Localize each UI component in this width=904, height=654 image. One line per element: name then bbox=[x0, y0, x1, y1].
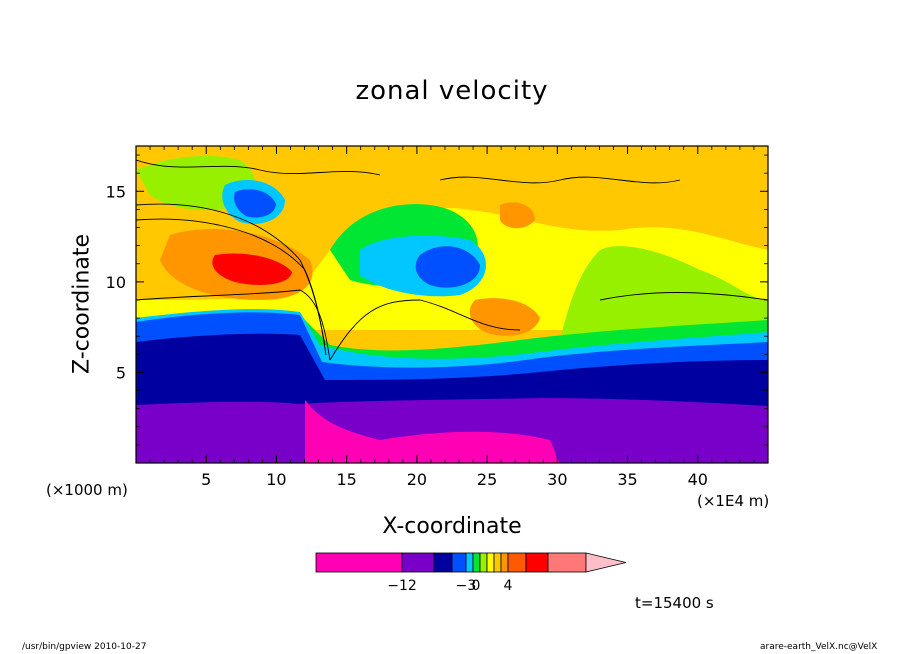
colorbar-segment bbox=[433, 552, 453, 573]
contour-line bbox=[136, 289, 331, 361]
x-tick-label: 10 bbox=[266, 470, 286, 489]
contour-field bbox=[136, 146, 768, 463]
blob-orange-top bbox=[500, 202, 535, 229]
x-tick-label: 40 bbox=[688, 470, 708, 489]
colorbar-arrow bbox=[585, 552, 627, 573]
colorbar-segment bbox=[547, 552, 587, 573]
colorbar-tick-label: −12 bbox=[387, 578, 417, 594]
blob-red-left bbox=[212, 253, 292, 285]
y-ticks: 5 10 15 bbox=[106, 154, 768, 446]
colorbar-tick-label: −3 bbox=[456, 578, 477, 594]
contour-line bbox=[599, 292, 768, 301]
x-tick-label: 30 bbox=[547, 470, 567, 489]
footer-path-date: /usr/bin/gpview 2010-10-27 bbox=[22, 642, 147, 652]
colorbar-segment bbox=[507, 552, 527, 573]
x-tick-label: 25 bbox=[477, 470, 497, 489]
x-tick-label: 20 bbox=[407, 470, 427, 489]
colorbar-segment bbox=[315, 552, 403, 573]
colorbar-tick-label: 4 bbox=[504, 578, 513, 594]
blob-orange-right bbox=[469, 298, 540, 336]
colorbar-segment bbox=[525, 552, 549, 573]
blob-blue-mid bbox=[415, 246, 480, 288]
contour-line bbox=[329, 299, 521, 361]
x-scale-label: (×1E4 m) bbox=[697, 492, 770, 510]
x-tick-label: 15 bbox=[336, 470, 356, 489]
colorbar-segment bbox=[451, 552, 467, 573]
colorbar-tick-label: 0 bbox=[472, 578, 481, 594]
blob-blue-left bbox=[234, 189, 276, 218]
band-magenta bbox=[305, 400, 560, 463]
colorbar-segment bbox=[465, 552, 474, 573]
x-tick-label: 5 bbox=[201, 470, 211, 489]
colorbar-segment bbox=[479, 552, 488, 573]
contour-line bbox=[136, 159, 381, 176]
time-label: t=15400 s bbox=[635, 594, 714, 612]
colorbar: −12 −30 4 bbox=[315, 552, 627, 594]
band-purple bbox=[136, 398, 768, 463]
y-tick-label: 5 bbox=[116, 363, 126, 382]
colorbar-segment bbox=[493, 552, 502, 573]
x-ticks: 5 10 15 20 25 30 35 40 bbox=[149, 146, 755, 489]
colorbar-segment bbox=[500, 552, 509, 573]
x-tick-label: 35 bbox=[617, 470, 637, 489]
colorbar-segment bbox=[486, 552, 495, 573]
y-tick-label: 10 bbox=[106, 273, 126, 292]
contour-line bbox=[439, 176, 681, 184]
colorbar-segment bbox=[472, 552, 481, 573]
x-unit-label: (×1000 m) bbox=[46, 481, 128, 499]
footer-source: arare-earth_VelX.nc@VelX bbox=[760, 642, 878, 652]
plot-frame bbox=[135, 145, 769, 464]
contour-line bbox=[136, 218, 327, 356]
colorbar-segment bbox=[401, 552, 435, 573]
chart-title: zonal velocity bbox=[355, 76, 549, 106]
y-tick-label: 15 bbox=[106, 182, 126, 201]
x-axis-label: X-coordinate bbox=[382, 514, 522, 539]
